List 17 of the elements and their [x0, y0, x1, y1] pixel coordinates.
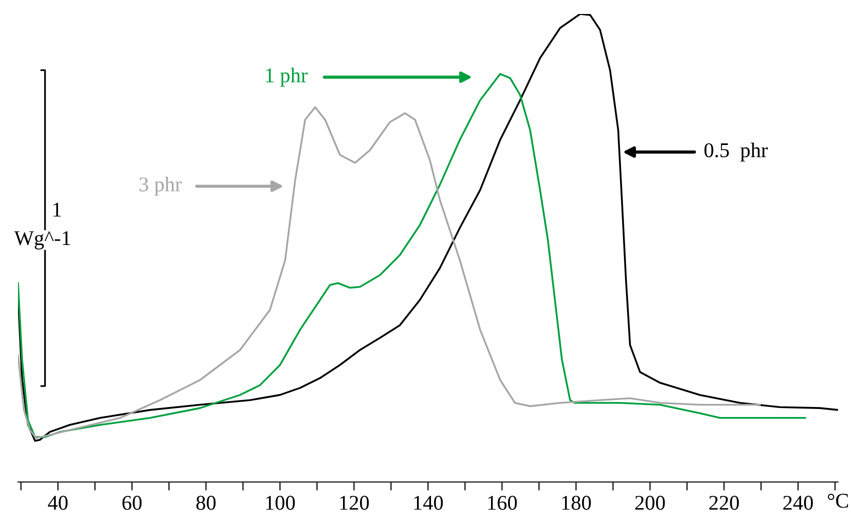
x-tick-label: 140 — [414, 496, 443, 510]
x-tick-label: 160 — [488, 496, 517, 510]
x-tick-label: 180 — [562, 496, 591, 510]
x-axis-title: °C — [828, 494, 848, 508]
x-tick-label: 100 — [266, 496, 295, 510]
x-tick-label: 80 — [196, 496, 216, 510]
x-tick-label: 40 — [48, 496, 68, 510]
text: 1 phr — [266, 68, 308, 87]
legend-label: 0.5 phr — [704, 142, 768, 162]
x-tick-label: 220 — [709, 496, 739, 510]
x-tick-label: 240 — [783, 496, 813, 510]
x-tick-label: 120 — [340, 496, 369, 510]
annotation: 1 — [53, 202, 61, 217]
x-tick-label: 60 — [122, 496, 142, 510]
annotation: Wg^-1 — [14, 231, 70, 250]
x-tick-label: 200 — [635, 496, 665, 510]
text: 3 phr — [140, 176, 182, 196]
